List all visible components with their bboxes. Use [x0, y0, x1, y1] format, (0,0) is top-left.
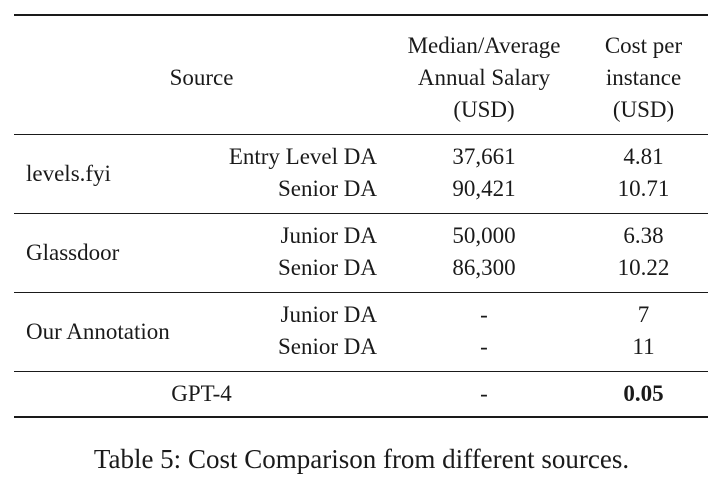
role-cell: Junior DA [280, 223, 377, 248]
source-our-annotation: Our Annotation [26, 319, 170, 344]
cost-cell: 7 [637, 302, 650, 327]
header-source: Source [169, 65, 234, 90]
header-cost-line3: (USD) [612, 97, 675, 122]
table-row: levels.fyi Entry Level DA 37,661 4.81 [14, 134, 708, 186]
source-glassdoor: Glassdoor [26, 240, 120, 265]
source-levels-fyi: levels.fyi [26, 161, 111, 186]
header-row: Source Median/Average Annual Salary (USD… [14, 15, 708, 135]
salary-cell: 37,661 [452, 144, 516, 169]
salary-cell: - [480, 302, 488, 327]
header-cost-line1: Cost per [604, 33, 683, 58]
cost-cell: 4.81 [623, 144, 664, 169]
salary-cell: 50,000 [452, 223, 516, 248]
header-cost: Cost per instance (USD) [579, 15, 708, 135]
table-row: Senior DA - 11 [14, 331, 708, 372]
cost-cell: 6.38 [623, 223, 664, 248]
role-cell: Senior DA [277, 176, 377, 201]
header-salary-line2: Annual Salary [417, 65, 551, 90]
salary-cell: - [480, 334, 488, 359]
cost-comparison-table: Source Median/Average Annual Salary (USD… [14, 14, 708, 418]
cost-cell: 10.22 [617, 255, 670, 280]
role-cell: Senior DA [277, 255, 377, 280]
role-cell: Junior DA [280, 302, 377, 327]
source-gpt4: GPT-4 [171, 381, 232, 406]
role-cell: Senior DA [277, 334, 377, 359]
role-cell: Entry Level DA [228, 144, 377, 169]
cost-cell-best: 0.05 [623, 381, 664, 406]
table-row-gpt4: GPT-4 - 0.05 [14, 371, 708, 417]
table-row: Senior DA 86,300 10.22 [14, 252, 708, 293]
table-caption: Table 5: Cost Comparison from different … [93, 444, 630, 474]
table-row: Our Annotation Junior DA - 7 [14, 292, 708, 344]
header-salary-line3: (USD) [453, 97, 515, 122]
cost-cell: 11 [632, 334, 655, 359]
table-row: Senior DA 90,421 10.71 [14, 173, 708, 214]
salary-cell: - [480, 381, 488, 406]
header-salary-line1: Median/Average [407, 33, 561, 58]
header-salary: Median/Average Annual Salary (USD) [389, 15, 579, 135]
cost-comparison-table-container: Source Median/Average Annual Salary (USD… [14, 14, 708, 418]
salary-cell: 86,300 [452, 255, 516, 280]
salary-cell: 90,421 [452, 176, 516, 201]
cost-cell: 10.71 [617, 176, 670, 201]
header-cost-line2: instance [605, 65, 682, 90]
table-row: Glassdoor Junior DA 50,000 6.38 [14, 213, 708, 265]
